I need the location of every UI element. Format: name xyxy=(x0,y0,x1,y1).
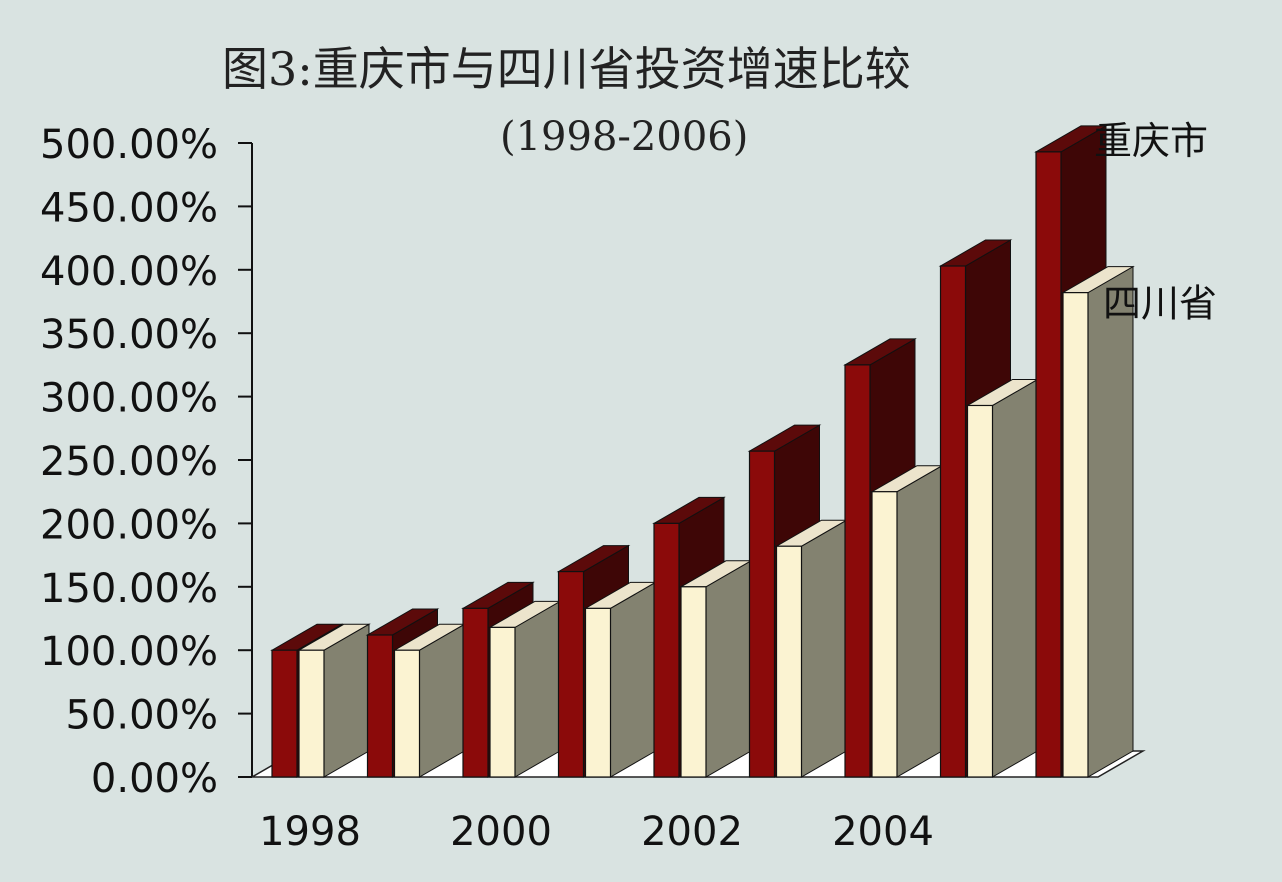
bar-front xyxy=(584,607,612,778)
bar-front xyxy=(844,364,871,778)
bar-front xyxy=(393,649,421,778)
bar-front xyxy=(966,404,994,778)
x-tick-label: 2002 xyxy=(641,809,743,855)
series-label-0: 重庆市 xyxy=(1094,119,1208,163)
bar-front xyxy=(939,265,967,778)
bar-front xyxy=(271,649,298,778)
bar-2003-1 xyxy=(774,519,849,778)
y-tick-label: 200.00% xyxy=(40,502,218,548)
bar-side xyxy=(1087,265,1134,778)
x-tick-label: 2004 xyxy=(832,809,934,855)
bar-2002-1 xyxy=(679,559,753,778)
chart-subtitle: (1998-2006) xyxy=(500,114,748,160)
series-label-1: 四川省 xyxy=(1103,282,1217,326)
bar-2000-1 xyxy=(488,600,562,778)
bar-front xyxy=(775,545,803,778)
y-tick-label: 300.00% xyxy=(40,376,218,422)
bar-1998-1 xyxy=(297,623,371,778)
y-tick-label: 100.00% xyxy=(40,629,218,675)
bar-front xyxy=(557,570,585,778)
bar-2004-1 xyxy=(870,464,944,778)
bar-side xyxy=(896,464,943,778)
x-tick-label: 2000 xyxy=(450,809,552,855)
bar-front xyxy=(680,586,707,778)
bar-front xyxy=(871,491,898,778)
y-tick-label: 450.00% xyxy=(40,185,218,231)
bar-front xyxy=(1035,151,1062,778)
bar-2005-1 xyxy=(965,378,1040,778)
bar-side xyxy=(610,581,656,778)
y-tick-label: 50.00% xyxy=(65,693,218,739)
x-axis: 1998 2000 2002 2004 xyxy=(259,809,934,855)
y-tick-label: 400.00% xyxy=(40,249,218,295)
bar-front xyxy=(489,626,516,778)
bar-side xyxy=(801,519,847,778)
bar-front xyxy=(653,522,680,778)
y-tick-label: 150.00% xyxy=(40,566,218,612)
bar-2001-1 xyxy=(583,581,658,778)
y-tick-label: 250.00% xyxy=(40,439,218,485)
bar-side xyxy=(323,623,370,778)
bar-front xyxy=(462,607,489,778)
bar-front xyxy=(748,450,776,778)
bar-side xyxy=(705,559,752,778)
bars-group xyxy=(270,125,1135,778)
bar-side xyxy=(514,600,561,778)
bar-side xyxy=(419,623,465,778)
bar-front xyxy=(298,649,325,778)
y-tick-label: 500.00% xyxy=(40,122,218,168)
bar-side xyxy=(992,378,1038,778)
y-axis: 0.00% 50.00% 100.00% 150.00% 200.00% 250.00% 3… xyxy=(40,122,1146,802)
y-tick-label: 350.00% xyxy=(40,312,218,358)
bar-2006-1 xyxy=(1061,265,1135,778)
bar-front xyxy=(366,634,394,778)
bar-front xyxy=(1062,292,1089,778)
chart-title: 图3:重庆市与四川省投资增速比较 xyxy=(222,42,911,96)
bar-1999-1 xyxy=(392,623,467,778)
x-tick-label: 1998 xyxy=(259,809,361,855)
y-tick-label: 0.00% xyxy=(91,756,218,802)
